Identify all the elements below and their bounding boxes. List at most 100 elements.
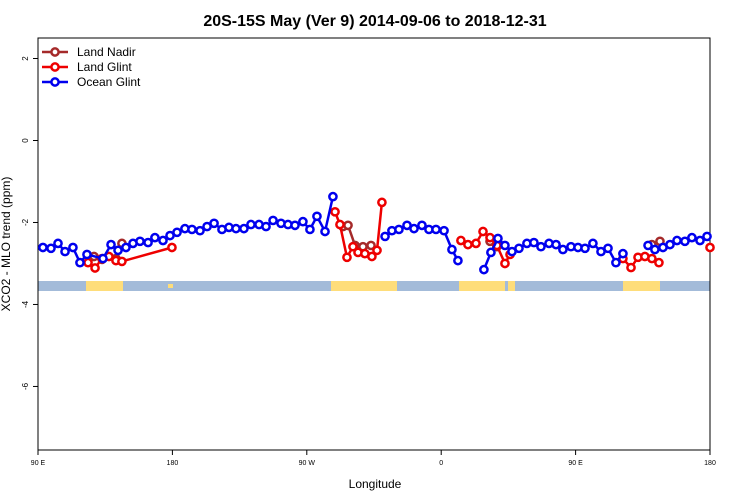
data-point xyxy=(187,224,197,235)
data-point xyxy=(665,239,675,250)
data-point xyxy=(335,219,345,230)
data-point xyxy=(312,211,322,222)
data-point xyxy=(298,216,308,227)
data-point xyxy=(687,232,697,243)
data-point xyxy=(38,242,48,253)
data-point xyxy=(439,225,449,236)
data-point xyxy=(377,197,387,208)
x-tick-label: 90 E xyxy=(568,460,583,467)
data-point xyxy=(650,244,660,255)
legend-label: Ocean Glint xyxy=(77,75,141,89)
data-point xyxy=(479,264,489,275)
x-tick-label: 90 W xyxy=(299,460,316,467)
data-point xyxy=(172,227,182,238)
data-point xyxy=(117,256,127,267)
data-point xyxy=(626,262,636,273)
data-point xyxy=(514,243,524,254)
x-tick-label: 90 E xyxy=(31,460,46,467)
data-point xyxy=(366,240,376,251)
data-point xyxy=(53,238,63,249)
legend-marker xyxy=(50,47,60,57)
data-point xyxy=(231,223,241,234)
data-point xyxy=(348,241,358,252)
data-point xyxy=(143,237,153,248)
x-tick-label: 180 xyxy=(704,460,716,467)
land xyxy=(86,281,123,291)
data-point xyxy=(261,221,271,232)
data-point xyxy=(367,251,377,262)
data-point xyxy=(209,218,219,229)
data-point xyxy=(68,242,78,253)
legend-marker xyxy=(50,62,60,72)
data-point xyxy=(330,206,340,217)
data-point xyxy=(46,243,56,254)
land xyxy=(331,281,397,291)
data-point xyxy=(342,252,352,263)
land xyxy=(508,281,515,291)
data-point xyxy=(647,253,657,264)
x-tick-label: 180 xyxy=(167,460,179,467)
land xyxy=(459,281,505,291)
y-tick-label: -2 xyxy=(21,218,30,226)
land-ocean-strip xyxy=(38,281,710,291)
land xyxy=(168,284,173,288)
data-point xyxy=(394,224,404,235)
data-point xyxy=(643,240,653,251)
data-point xyxy=(60,246,70,257)
data-point xyxy=(305,224,315,235)
data-point xyxy=(536,241,546,252)
data-point xyxy=(529,237,539,248)
data-point xyxy=(83,257,93,268)
data-point xyxy=(695,235,705,246)
data-point xyxy=(500,240,510,251)
data-point xyxy=(500,258,510,269)
data-point xyxy=(290,220,300,231)
data-point xyxy=(82,249,92,260)
data-point xyxy=(121,242,131,253)
data-point xyxy=(618,248,628,259)
data-point xyxy=(409,223,419,234)
legend-label: Land Nadir xyxy=(77,45,136,59)
data-point xyxy=(478,226,488,237)
data-point xyxy=(705,242,715,253)
chart-title: 20S-15S May (Ver 9) 2014-09-06 to 2018-1… xyxy=(203,13,546,30)
data-point xyxy=(75,257,85,268)
data-point xyxy=(90,263,100,273)
data-point xyxy=(98,253,108,264)
data-point xyxy=(328,191,338,202)
y-tick-label: 2 xyxy=(21,56,30,61)
data-point xyxy=(246,219,256,230)
x-axis-label: Longitude xyxy=(349,477,402,491)
data-point xyxy=(453,255,463,266)
data-point xyxy=(493,233,503,244)
data-point xyxy=(113,245,123,256)
data-point xyxy=(343,220,353,231)
data-point xyxy=(588,238,598,249)
data-point xyxy=(268,215,278,226)
data-point xyxy=(611,257,621,268)
legend-marker xyxy=(50,77,60,87)
data-point xyxy=(558,244,568,255)
data-point xyxy=(150,232,160,243)
data-point xyxy=(167,242,177,253)
data-point xyxy=(551,239,561,250)
data-point xyxy=(463,239,473,250)
data-point xyxy=(431,224,441,235)
data-point xyxy=(106,239,116,250)
data-point xyxy=(456,235,466,246)
data-point xyxy=(380,231,390,242)
y-tick-label: -6 xyxy=(21,382,30,390)
y-axis-label: XCO2 - MLO trend (ppm) xyxy=(0,177,13,312)
data-point xyxy=(320,226,330,237)
data-point xyxy=(239,223,249,234)
data-point xyxy=(447,244,457,255)
data-point xyxy=(680,236,690,247)
data-point xyxy=(654,257,664,268)
data-point xyxy=(372,245,382,256)
data-point xyxy=(702,231,712,242)
legend-label: Land Glint xyxy=(77,60,132,74)
data-point xyxy=(486,247,496,258)
data-point xyxy=(417,220,427,231)
data-point xyxy=(580,243,590,254)
